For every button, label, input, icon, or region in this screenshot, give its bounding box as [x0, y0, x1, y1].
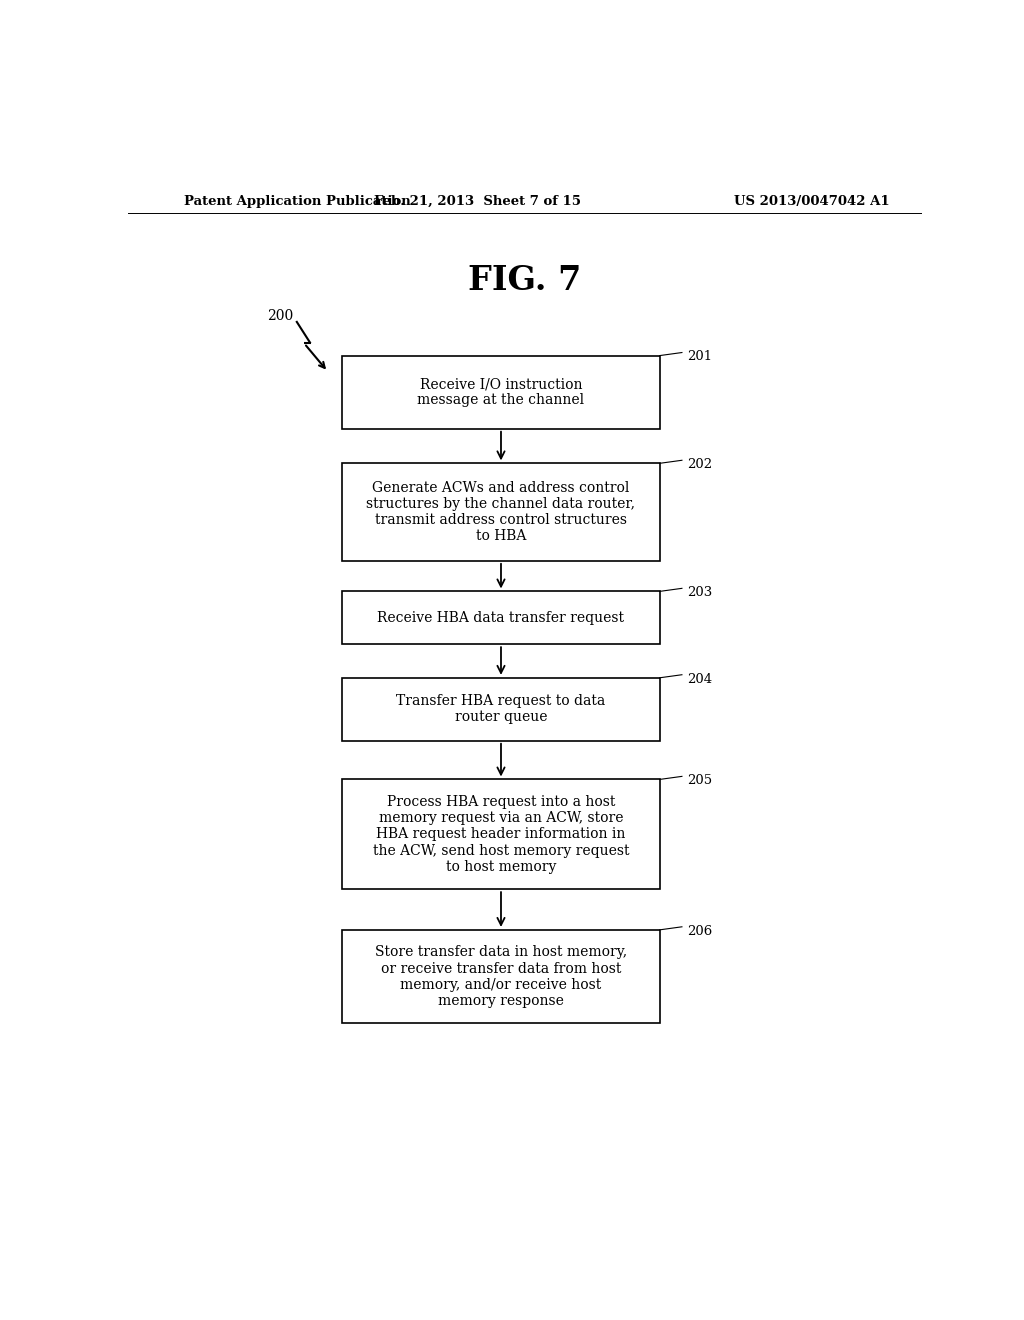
Text: US 2013/0047042 A1: US 2013/0047042 A1 [734, 194, 890, 207]
Text: Patent Application Publication: Patent Application Publication [183, 194, 411, 207]
FancyBboxPatch shape [342, 355, 659, 429]
Text: 204: 204 [687, 673, 713, 685]
FancyBboxPatch shape [342, 463, 659, 561]
Text: Feb. 21, 2013  Sheet 7 of 15: Feb. 21, 2013 Sheet 7 of 15 [374, 194, 581, 207]
Text: 202: 202 [687, 458, 713, 471]
FancyBboxPatch shape [342, 929, 659, 1023]
FancyBboxPatch shape [342, 779, 659, 890]
Text: 203: 203 [687, 586, 713, 599]
Text: 200: 200 [267, 309, 293, 323]
Text: Receive HBA data transfer request: Receive HBA data transfer request [378, 611, 625, 624]
Text: Receive I/O instruction
message at the channel: Receive I/O instruction message at the c… [418, 378, 585, 408]
Text: Generate ACWs and address control
structures by the channel data router,
transmi: Generate ACWs and address control struct… [367, 480, 636, 544]
Text: Process HBA request into a host
memory request via an ACW, store
HBA request hea: Process HBA request into a host memory r… [373, 795, 629, 874]
Text: 206: 206 [687, 925, 713, 937]
Text: 205: 205 [687, 775, 713, 787]
FancyBboxPatch shape [342, 591, 659, 644]
Text: Store transfer data in host memory,
or receive transfer data from host
memory, a: Store transfer data in host memory, or r… [375, 945, 627, 1008]
Text: 201: 201 [687, 351, 713, 363]
Text: Transfer HBA request to data
router queue: Transfer HBA request to data router queu… [396, 694, 605, 725]
Text: FIG. 7: FIG. 7 [468, 264, 582, 297]
FancyBboxPatch shape [342, 677, 659, 741]
